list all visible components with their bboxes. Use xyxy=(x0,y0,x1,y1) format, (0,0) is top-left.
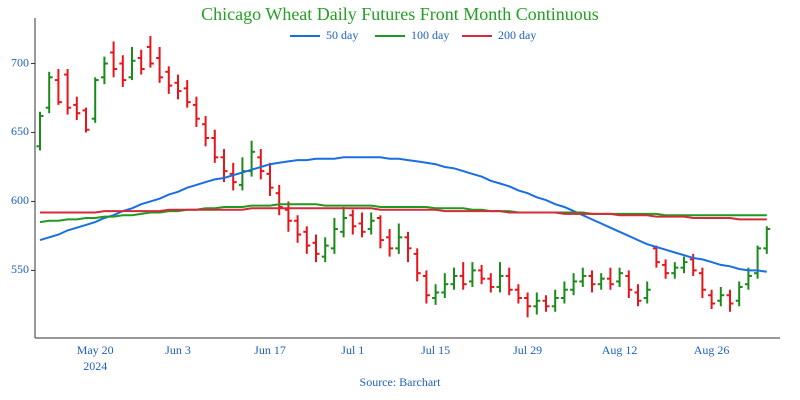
legend-label: 50 day xyxy=(326,28,358,42)
legend-label: 100 day xyxy=(411,28,449,42)
source-note: Source: Barchart xyxy=(360,375,442,389)
moving-average-line xyxy=(39,203,767,224)
x-tick-label: Jul 15 xyxy=(421,343,450,357)
y-tick-label: 700 xyxy=(11,55,29,69)
x-tick-label: Aug 12 xyxy=(602,343,638,357)
y-tick-label: 550 xyxy=(11,262,29,276)
chart-title: Chicago Wheat Daily Futures Front Month … xyxy=(201,4,599,24)
x-tick-label: Jun 3 xyxy=(165,343,191,357)
moving-average-line xyxy=(40,207,767,221)
moving-average-line xyxy=(39,156,767,273)
x-tick-label: Jul 29 xyxy=(513,343,542,357)
x-tick-sublabel: 2024 xyxy=(83,359,107,373)
y-tick-label: 600 xyxy=(11,193,29,207)
x-tick-label: Jul 1 xyxy=(341,343,364,357)
x-tick-label: Jun 17 xyxy=(254,343,286,357)
y-tick-label: 650 xyxy=(11,124,29,138)
legend-label: 200 day xyxy=(498,28,536,42)
x-tick-label: Aug 26 xyxy=(694,343,730,357)
x-tick-label: May 20 xyxy=(77,343,114,357)
